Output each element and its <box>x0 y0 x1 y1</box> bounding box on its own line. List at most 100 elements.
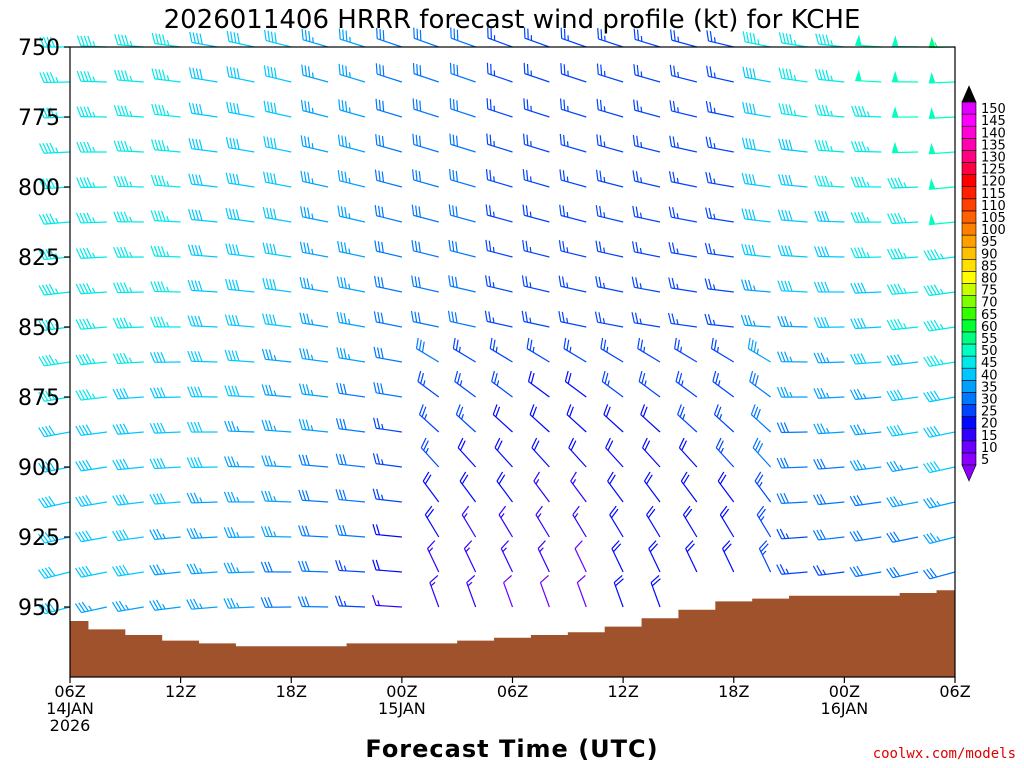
wind-barb <box>633 64 661 83</box>
wind-barb <box>188 209 218 223</box>
wind-barb <box>778 103 808 118</box>
wind-barb <box>225 207 255 223</box>
legend-label: 75 <box>981 284 998 299</box>
wind-barb <box>526 337 550 363</box>
wind-barb <box>609 505 624 538</box>
y-tick-label: 850 <box>18 316 60 341</box>
wind-barb <box>749 370 771 398</box>
wind-barb <box>335 524 366 538</box>
wind-barb <box>150 245 181 258</box>
wind-barb <box>486 62 513 83</box>
wind-barb <box>851 105 882 118</box>
wind-barb <box>777 209 808 223</box>
legend-label: 120 <box>981 175 1006 190</box>
wind-barb <box>633 99 661 118</box>
wind-barb <box>223 597 255 609</box>
wind-barb <box>685 540 698 573</box>
wind-barb <box>669 29 698 48</box>
wind-barb <box>539 574 550 608</box>
legend-swatch <box>961 392 977 405</box>
legend-swatch <box>961 428 977 442</box>
wind-barb <box>747 337 771 363</box>
wind-barb <box>559 133 587 153</box>
wind-barb <box>260 561 292 573</box>
wind-barb <box>640 404 661 433</box>
wind-barb <box>338 28 366 48</box>
wind-barb <box>928 36 956 49</box>
wind-barb <box>149 422 181 434</box>
wind-barb <box>261 348 292 363</box>
wind-barb <box>112 494 144 506</box>
wind-barb <box>186 492 218 504</box>
wind-barb <box>637 337 661 363</box>
wind-barb <box>923 284 956 297</box>
wind-barb <box>886 248 919 260</box>
wind-barb <box>262 277 292 293</box>
wind-barb <box>373 417 402 433</box>
wind-barb <box>75 247 107 259</box>
wind-barb <box>372 488 402 503</box>
wind-barb <box>814 68 845 83</box>
wind-barb <box>372 594 402 608</box>
y-tick-label: 775 <box>18 106 60 131</box>
wind-barb <box>149 493 181 505</box>
wind-barb <box>334 595 366 608</box>
wind-barb <box>566 404 587 433</box>
legend-label: 145 <box>981 114 1006 129</box>
wind-barb <box>742 31 771 48</box>
wind-barb <box>522 204 550 223</box>
wind-barb <box>527 370 550 398</box>
wind-barb <box>812 529 845 541</box>
wind-barb <box>38 178 71 190</box>
wind-barb <box>426 540 440 573</box>
wind-barb <box>886 496 919 508</box>
x-tick-label: 16JAN <box>821 699 869 718</box>
wind-barb <box>225 172 255 188</box>
wind-barb <box>706 65 734 83</box>
legend-swatch <box>961 271 977 284</box>
wind-barb <box>611 540 624 573</box>
legend-label: 95 <box>981 235 998 250</box>
wind-barb <box>752 437 772 468</box>
wind-barb <box>223 527 255 538</box>
wind-barb <box>299 241 329 258</box>
wind-barb <box>38 425 71 438</box>
wind-barb <box>300 135 329 153</box>
wind-barb <box>607 471 624 503</box>
wind-barb <box>151 139 181 153</box>
wind-barb <box>849 495 882 507</box>
wind-barb <box>301 29 329 48</box>
wind-barb <box>429 574 440 608</box>
legend-label: 65 <box>981 308 998 323</box>
wind-barb <box>336 276 366 293</box>
wind-barb <box>226 101 255 118</box>
wind-barb <box>813 493 845 506</box>
wind-barb <box>891 70 919 83</box>
x-tick-label: 00Z <box>829 682 860 701</box>
wind-barb <box>521 275 550 293</box>
legend-label: 70 <box>981 296 998 311</box>
wind-barb <box>778 67 808 83</box>
x-tick-label: 12Z <box>607 682 638 701</box>
wind-barb <box>264 29 292 48</box>
wind-barb <box>412 133 439 153</box>
wind-barb <box>422 471 440 503</box>
wind-barb <box>928 178 956 190</box>
wind-barb <box>424 505 440 538</box>
wind-barb <box>38 319 71 331</box>
wind-barb <box>38 496 71 509</box>
wind-barb <box>112 352 144 365</box>
wind-barb <box>412 98 439 118</box>
wind-barb <box>38 354 71 367</box>
legend-swatch <box>961 283 977 296</box>
wind-barb <box>928 142 956 155</box>
wind-barb <box>535 505 550 538</box>
wind-barb <box>776 457 808 469</box>
wind-barb <box>336 382 366 398</box>
wind-barb <box>776 492 808 504</box>
wind-barb <box>415 337 440 363</box>
wind-barb <box>452 337 476 363</box>
wind-barb <box>113 175 144 188</box>
legend-swatch <box>961 319 977 333</box>
